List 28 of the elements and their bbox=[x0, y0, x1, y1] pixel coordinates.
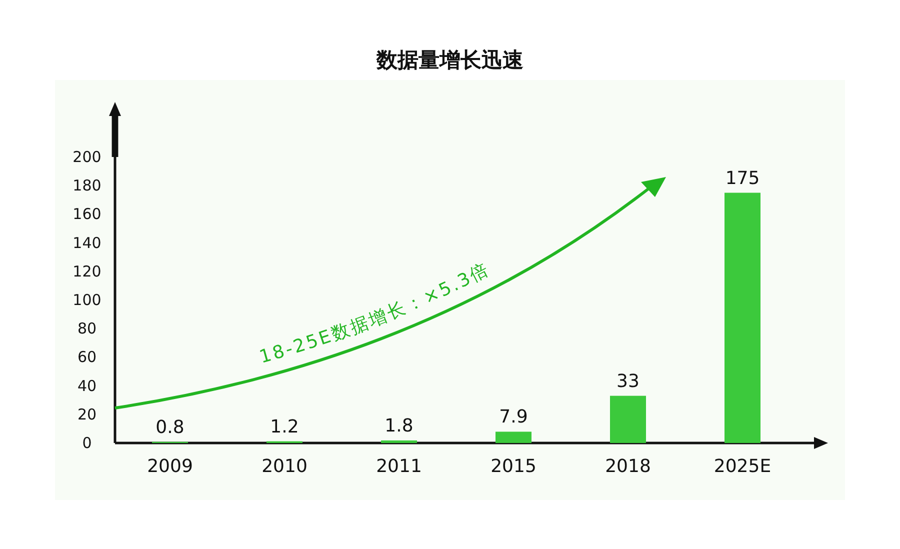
data-label: 1.2 bbox=[270, 416, 299, 438]
y-tick-label: 120 bbox=[72, 262, 102, 280]
y-tick-label: 80 bbox=[77, 320, 97, 338]
bar bbox=[610, 396, 646, 443]
data-label: 0.8 bbox=[156, 416, 184, 438]
y-tick-label: 200 bbox=[72, 148, 102, 166]
y-tick-label: 40 bbox=[77, 376, 97, 395]
bar bbox=[381, 440, 417, 443]
data-label: 1.8 bbox=[384, 415, 414, 436]
y-tick-label: 20 bbox=[77, 405, 97, 424]
data-label: 33 bbox=[616, 370, 640, 392]
x-tick-label: 2011 bbox=[376, 456, 422, 477]
y-tick-label: 0 bbox=[82, 434, 92, 452]
data-label: 175 bbox=[725, 168, 760, 189]
x-tick-label: 2015 bbox=[490, 456, 536, 477]
bar bbox=[724, 192, 760, 443]
x-tick-label: 2009 bbox=[147, 456, 193, 477]
y-tick-label: 180 bbox=[72, 176, 102, 195]
y-tick-label: 160 bbox=[72, 205, 102, 224]
x-tick-label: 2018 bbox=[605, 456, 651, 477]
y-tick-label: 100 bbox=[72, 291, 102, 309]
y-tick-label: 140 bbox=[72, 234, 102, 252]
x-tick-label: 2025E bbox=[714, 456, 772, 477]
y-tick-label: 60 bbox=[77, 348, 97, 366]
bar bbox=[496, 432, 532, 443]
x-tick-label: 2010 bbox=[262, 456, 308, 477]
chart-title: 数据量增长迅速 bbox=[376, 48, 524, 72]
data-label: 7.9 bbox=[499, 406, 528, 428]
